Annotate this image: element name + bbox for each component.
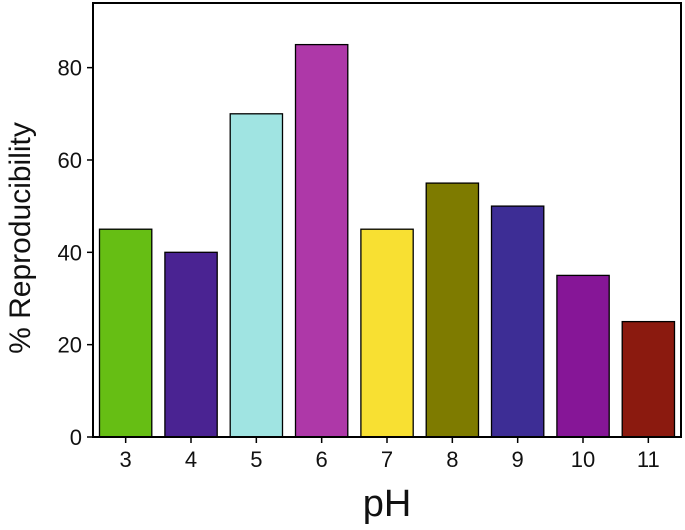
y-tick-label: 0 — [70, 425, 82, 450]
y-tick-label: 40 — [58, 240, 82, 265]
bar-ph-8 — [425, 182, 480, 438]
x-tick-label: 6 — [316, 447, 328, 472]
bar-ph-4 — [164, 251, 218, 438]
bar-ph-3 — [98, 228, 153, 438]
bar-ph-11 — [621, 320, 676, 438]
bar-ph-5 — [229, 113, 284, 438]
x-tick-label: 11 — [637, 447, 660, 472]
x-tick-label: 3 — [120, 447, 132, 472]
x-tick-label: 5 — [250, 447, 262, 472]
bar-ph-9 — [490, 205, 545, 438]
x-tick-label: 4 — [185, 447, 197, 472]
bar-ph-6 — [294, 43, 349, 438]
x-tick-label: 10 — [571, 447, 595, 472]
y-tick-label: 80 — [58, 56, 82, 81]
y-tick-label: 60 — [58, 148, 82, 173]
x-tick-label: 9 — [512, 447, 524, 472]
x-tick-label: 7 — [381, 447, 393, 472]
bars-group — [98, 43, 676, 438]
x-axis: 3 4 5 6 7 8 9 10 11 — [120, 437, 660, 472]
bar-ph-7 — [360, 228, 414, 438]
x-axis-title: pH — [363, 483, 412, 525]
y-tick-label: 20 — [58, 333, 82, 358]
bar-ph-10 — [556, 274, 610, 438]
x-tick-label: 8 — [446, 447, 458, 472]
y-axis: 0 20 40 60 80 — [58, 56, 93, 450]
y-axis-title: % Reproducibility — [4, 122, 37, 354]
